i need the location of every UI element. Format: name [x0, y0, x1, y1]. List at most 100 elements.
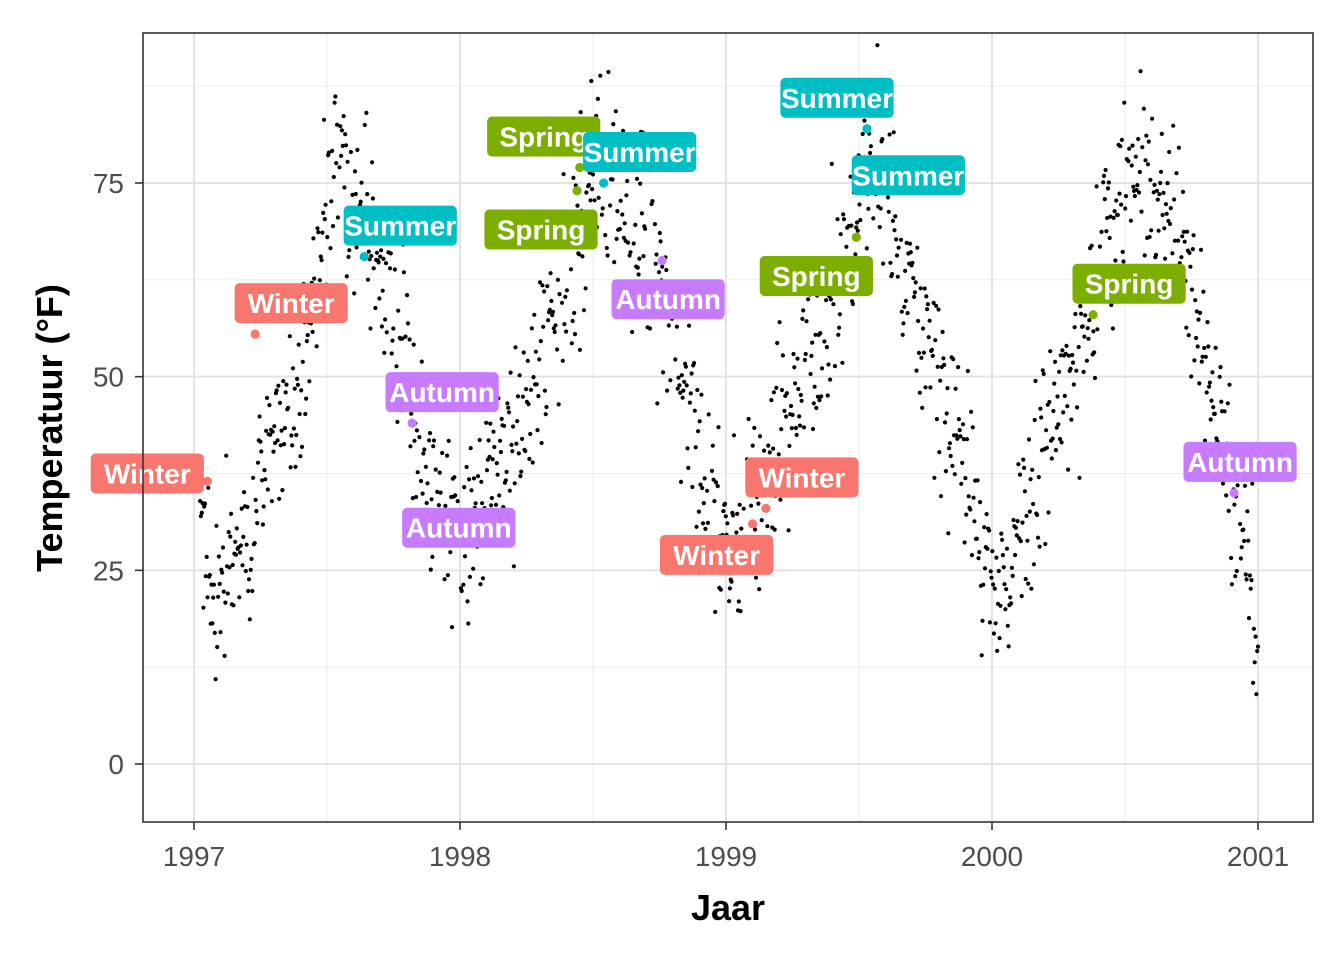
daily-point: [315, 226, 320, 231]
daily-point: [787, 443, 792, 448]
daily-point: [674, 324, 680, 329]
daily-point: [835, 217, 840, 222]
daily-point: [1010, 573, 1015, 579]
daily-point: [1226, 508, 1231, 513]
daily-point: [1180, 189, 1186, 194]
daily-point: [924, 294, 929, 299]
daily-point: [661, 370, 666, 375]
daily-point: [779, 387, 785, 393]
daily-point: [596, 195, 601, 200]
daily-point: [809, 353, 814, 358]
daily-point: [575, 203, 580, 208]
daily-point: [946, 531, 951, 536]
daily-point: [557, 292, 562, 297]
daily-point: [1055, 394, 1060, 399]
daily-point: [964, 437, 970, 442]
daily-point: [729, 579, 734, 584]
daily-point: [1209, 398, 1214, 403]
daily-point: [541, 324, 546, 329]
daily-point: [1073, 311, 1078, 317]
daily-point: [305, 333, 310, 338]
daily-point: [1091, 329, 1096, 334]
daily-point: [723, 514, 728, 519]
daily-point: [1249, 578, 1254, 583]
daily-point: [803, 351, 808, 357]
daily-point: [948, 453, 953, 459]
daily-point: [756, 501, 761, 506]
daily-point: [819, 394, 824, 399]
daily-point: [453, 493, 458, 498]
daily-point: [887, 132, 892, 137]
daily-point: [1164, 211, 1169, 216]
daily-point: [779, 427, 784, 432]
daily-point: [431, 438, 437, 443]
daily-point: [300, 359, 305, 364]
daily-point: [226, 530, 231, 535]
season-label-winter: Winter: [90, 453, 204, 494]
daily-point: [749, 503, 754, 508]
daily-point: [577, 252, 582, 257]
daily-point: [641, 254, 646, 259]
daily-point: [958, 434, 963, 439]
daily-point: [890, 272, 895, 277]
daily-point: [537, 280, 543, 285]
daily-point: [568, 267, 574, 272]
daily-point: [634, 176, 640, 181]
daily-point: [1004, 587, 1009, 592]
daily-point: [988, 569, 993, 574]
daily-point: [1037, 544, 1042, 549]
daily-point: [334, 161, 339, 166]
daily-point: [511, 564, 516, 569]
daily-point: [480, 501, 485, 506]
daily-point: [391, 326, 396, 331]
daily-point: [268, 432, 273, 437]
daily-point: [514, 441, 519, 446]
daily-point: [512, 481, 517, 486]
daily-point: [428, 567, 433, 572]
daily-point: [693, 445, 698, 450]
daily-point: [1084, 358, 1089, 363]
daily-point: [540, 283, 545, 288]
daily-point: [643, 226, 648, 231]
daily-point: [1149, 228, 1154, 233]
daily-point: [353, 191, 358, 197]
daily-point: [1132, 193, 1137, 199]
daily-point: [242, 490, 247, 495]
daily-point: [1082, 334, 1087, 339]
daily-point: [903, 298, 909, 303]
daily-point: [401, 270, 406, 275]
daily-point: [696, 429, 701, 434]
season-label-winter: Winter: [660, 534, 774, 575]
daily-point: [1049, 456, 1054, 461]
daily-point: [335, 122, 340, 127]
daily-point: [199, 510, 204, 515]
daily-point: [1154, 252, 1159, 257]
daily-point: [660, 264, 665, 269]
daily-point: [1020, 520, 1025, 525]
daily-point: [621, 235, 627, 240]
daily-point: [378, 254, 383, 259]
daily-point: [765, 524, 770, 529]
daily-point: [580, 254, 585, 259]
daily-point: [912, 294, 917, 299]
season-point: [862, 124, 872, 134]
daily-point: [911, 276, 916, 281]
daily-point: [297, 411, 302, 417]
daily-point: [519, 469, 524, 474]
daily-point: [1146, 139, 1151, 144]
daily-point: [1018, 539, 1023, 544]
daily-point: [1108, 214, 1113, 219]
daily-point: [1163, 256, 1168, 261]
daily-point: [400, 336, 405, 341]
season-points: [202, 124, 1239, 548]
daily-point: [1079, 311, 1084, 316]
daily-point: [1115, 212, 1120, 218]
daily-point: [932, 475, 937, 480]
daily-point: [381, 256, 386, 261]
daily-point: [1144, 133, 1149, 138]
season-point: [572, 186, 582, 196]
daily-point: [270, 429, 275, 434]
daily-point: [1200, 354, 1205, 359]
daily-point: [1229, 555, 1234, 561]
daily-point: [1058, 353, 1063, 358]
